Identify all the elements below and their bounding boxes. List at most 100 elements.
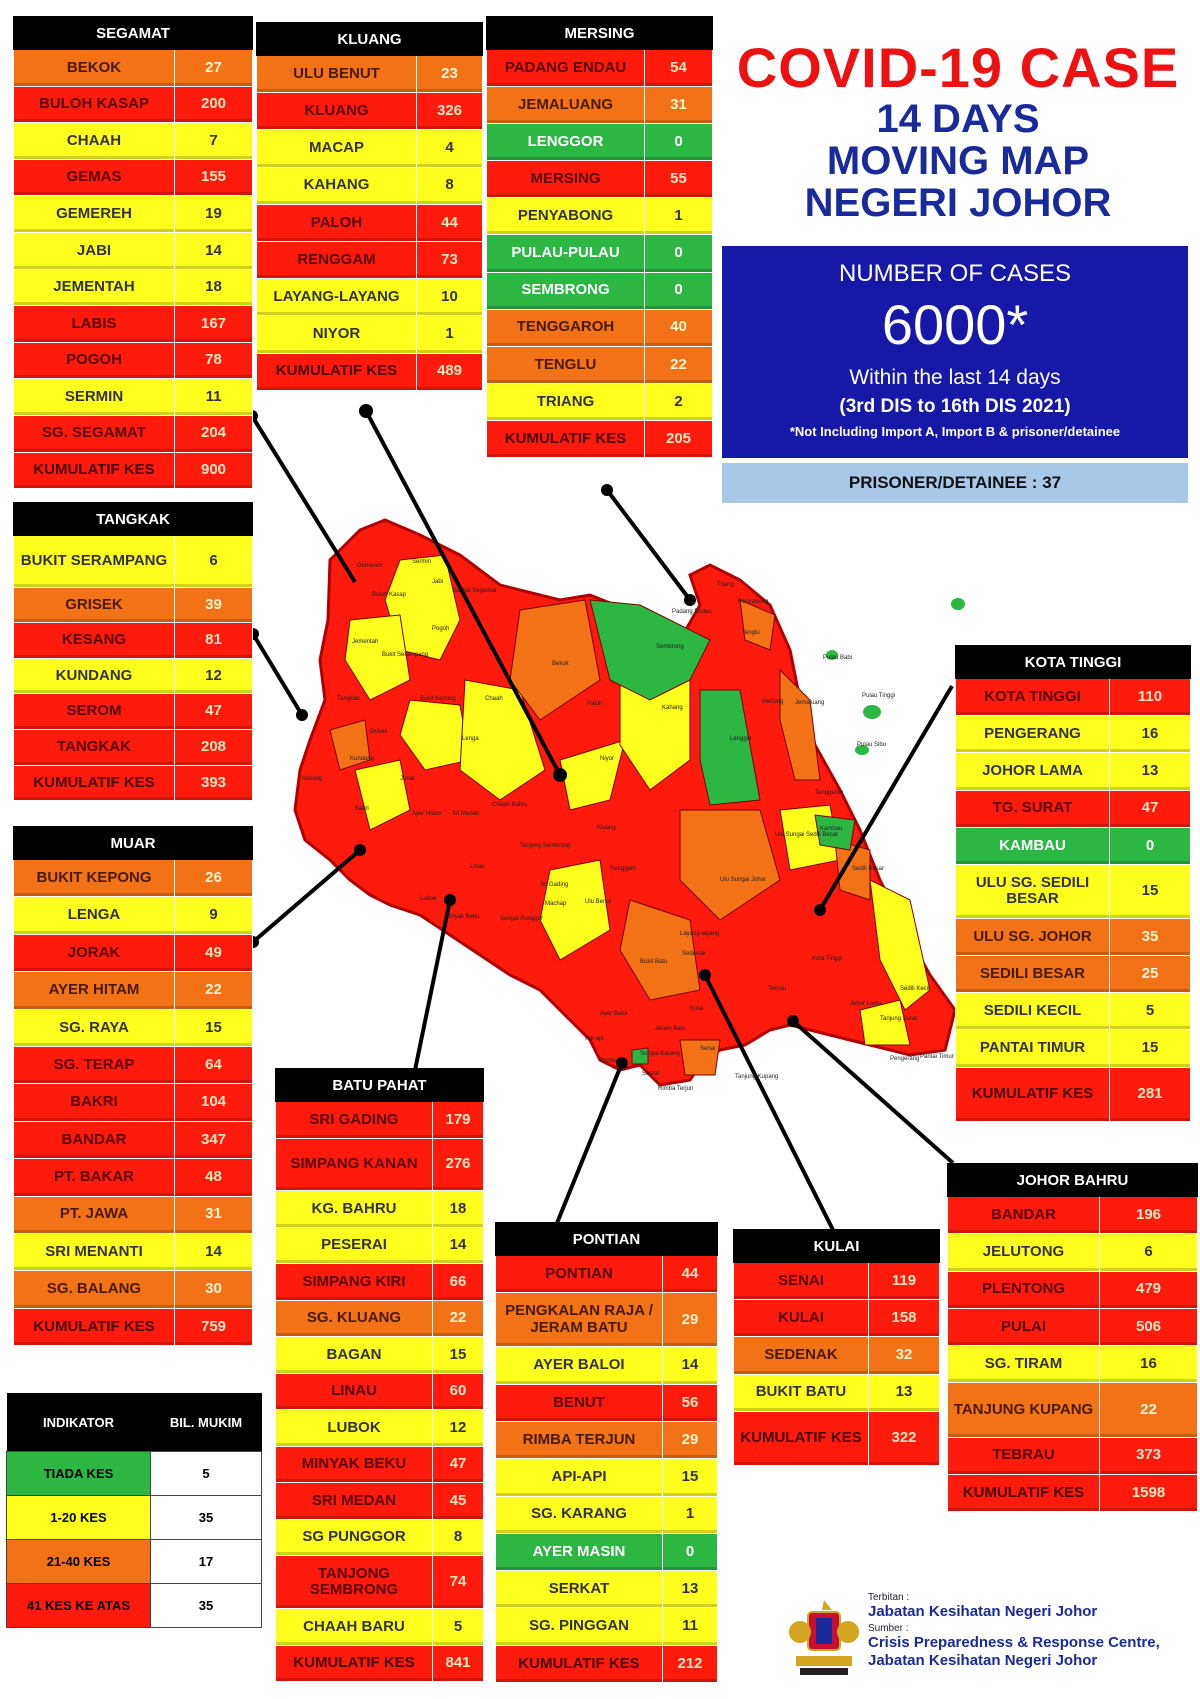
footer-source-line1: Crisis Preparedness & Response Centre, — [868, 1634, 1160, 1651]
mukim-row: PENGKALAN RAJA / JERAM BATU 29 — [495, 1292, 718, 1348]
map-label: Buloh Kasap — [372, 592, 407, 598]
total-value: 322 — [867, 1410, 941, 1466]
mukim-row: BANDAR 347 — [13, 1120, 253, 1160]
district-table-pontian: PONTIAN PONTIAN 44 PENGKALAN RAJA / JERAM B… — [495, 1222, 718, 1684]
total-value: 759 — [174, 1307, 253, 1347]
mukim-name: SEDILI BESAR — [955, 955, 1110, 994]
map-label: Kundang — [350, 756, 374, 762]
mukim-name: SEROM — [13, 693, 175, 730]
district-table-kulai: KULAI SENAI 119 KULAI 158 SEDENAK 32 BUKIT BATU… — [732, 1229, 941, 1466]
district-header: TANGKAK — [12, 502, 254, 536]
map-label: Tenggaroh — [815, 790, 843, 796]
mukim-cases: 74 — [432, 1555, 484, 1610]
map-region-south-orange — [619, 899, 701, 1001]
mukim-name: TENGLU — [486, 345, 645, 384]
mukim-row: PT. BAKAR 48 — [13, 1158, 253, 1197]
map-label: Tangkak — [337, 696, 360, 702]
map-label: Bukit Serampang — [382, 652, 428, 658]
map-region-bekok — [509, 599, 601, 721]
mukim-name: JORAK — [13, 933, 175, 973]
mukim-cases: 110 — [1108, 677, 1192, 717]
mukim-row: AYER BALOI 14 — [495, 1346, 718, 1385]
mukim-name: PENYABONG — [486, 197, 645, 236]
map-label: Pantai Timur — [920, 1054, 954, 1060]
map-label: Lenga — [462, 736, 479, 742]
mukim-name: SG. SEGAMAT — [13, 414, 175, 453]
map-region-tg-kupang — [679, 1039, 721, 1076]
mukim-name: SG. TIRAM — [947, 1345, 1100, 1384]
mukim-name: SIMPANG KANAN — [275, 1137, 433, 1192]
mukim-row: SG PUNGGOR 8 — [275, 1518, 484, 1557]
title-block: COVID-19 CASE 14 DAYS MOVING MAP NEGERI … — [718, 38, 1198, 225]
mukim-name: GEMAS — [13, 158, 175, 197]
mukim-name: BAKRI — [13, 1083, 175, 1122]
mukim-cases: 44 — [415, 203, 484, 242]
mukim-row: LUBOK 12 — [275, 1409, 484, 1447]
district-total-row: KUMULATIF KES 212 — [495, 1644, 718, 1684]
district-header: MUAR — [13, 826, 253, 860]
mukim-row: TANJONG SEMBRONG 74 — [275, 1555, 484, 1610]
mukim-name: TRIANG — [486, 382, 645, 421]
mukim-row: JORAK 49 — [13, 933, 253, 973]
mukim-name: SEDILI KECIL — [955, 992, 1110, 1031]
total-value: 212 — [662, 1644, 718, 1684]
mukim-row: TANGKAK 208 — [13, 728, 254, 766]
district-total-row: KUMULATIF KES 322 — [733, 1410, 941, 1466]
mukim-cases: 4 — [415, 129, 484, 168]
map-label: Kambau — [820, 826, 842, 832]
map-island-pulau-babi — [826, 650, 838, 660]
total-label: KUMULATIF KES — [13, 764, 175, 802]
mukim-name: JEMENTAH — [13, 268, 175, 307]
mukim-row: SG. TIRAM 16 — [947, 1345, 1198, 1384]
mukim-cases: 16 — [1108, 715, 1192, 754]
mukim-name: RIMBA TERJUN — [495, 1420, 663, 1460]
mukim-row: API-API 15 — [495, 1458, 718, 1497]
mukim-cases: 0 — [643, 271, 714, 310]
mukim-name: KESANG — [13, 622, 175, 659]
mukim-name: BENUT — [495, 1383, 663, 1422]
mukim-name: SIMPANG KIRI — [275, 1263, 433, 1301]
mukim-name: JELUTONG — [947, 1233, 1100, 1272]
map-label: Ulu Sungai Sedili Besar — [775, 832, 838, 838]
mukim-row: SEDENAK 32 — [733, 1336, 941, 1375]
mukim-row: BAKRI 104 — [13, 1083, 253, 1122]
map-region-west-orange — [329, 719, 371, 771]
mukim-row: POGOH 78 — [13, 341, 254, 380]
mukim-cases: 30 — [174, 1270, 253, 1309]
number-range: (3rd DIS to 16th DIS 2021) — [839, 396, 1071, 417]
total-label: KUMULATIF KES — [13, 1307, 175, 1347]
mukim-cases: 45 — [432, 1482, 484, 1520]
mukim-name: AYER HITAM — [13, 971, 175, 1010]
mukim-row: AYER MASIN 0 — [495, 1532, 718, 1572]
mukim-name: ULU BENUT — [256, 54, 417, 94]
map-label: Minyak Beku — [445, 914, 479, 920]
mukim-name: BANDAR — [947, 1195, 1100, 1235]
mukim-name: GEMEREH — [13, 195, 175, 233]
mukim-name: MACAP — [256, 129, 417, 168]
total-value: 900 — [173, 451, 254, 490]
map-label: Sungai Segamat — [452, 588, 497, 594]
mukim-row: BUKIT KEPONG 26 — [13, 858, 253, 898]
mukim-row: BAGAN 15 — [275, 1336, 484, 1374]
district-table-segamat: SEGAMAT BEKOK 27 BULOH KASAP 200 CHAAH 7 GEMAS 1… — [12, 16, 254, 490]
mukim-row: BENUT 56 — [495, 1383, 718, 1422]
title-line3: MOVING MAP — [826, 139, 1090, 183]
mukim-name: SERMIN — [13, 378, 175, 416]
mukim-row: PANTAI TIMUR 15 — [955, 1029, 1192, 1068]
mukim-name: KOTA TINGGI — [955, 677, 1110, 717]
mukim-cases: 18 — [432, 1190, 484, 1228]
footer: Terbitan : Jabatan Kesihatan Negeri Joho… — [786, 1592, 1196, 1692]
mukim-name: KAHANG — [256, 166, 417, 205]
map-region-south-yellow — [539, 859, 611, 961]
mukim-name: BULOH KASAP — [13, 85, 175, 124]
legend-table: INDIKATOR BIL. MUKIM TIADA KES 5 1-20 KE… — [6, 1393, 262, 1628]
map-label: Ulu Benut — [585, 899, 612, 905]
mukim-name: MERSING — [486, 160, 645, 199]
district-header: PONTIAN — [495, 1222, 718, 1256]
mukim-row: BUKIT BATU 13 — [733, 1373, 941, 1412]
mukim-row: PULAU-PULAU 0 — [486, 234, 714, 273]
mukim-cases: 2 — [643, 382, 714, 421]
map-region-west-yellow — [354, 759, 411, 831]
mukim-name: SG. KLUANG — [275, 1299, 433, 1338]
mukim-cases: 479 — [1099, 1270, 1198, 1309]
